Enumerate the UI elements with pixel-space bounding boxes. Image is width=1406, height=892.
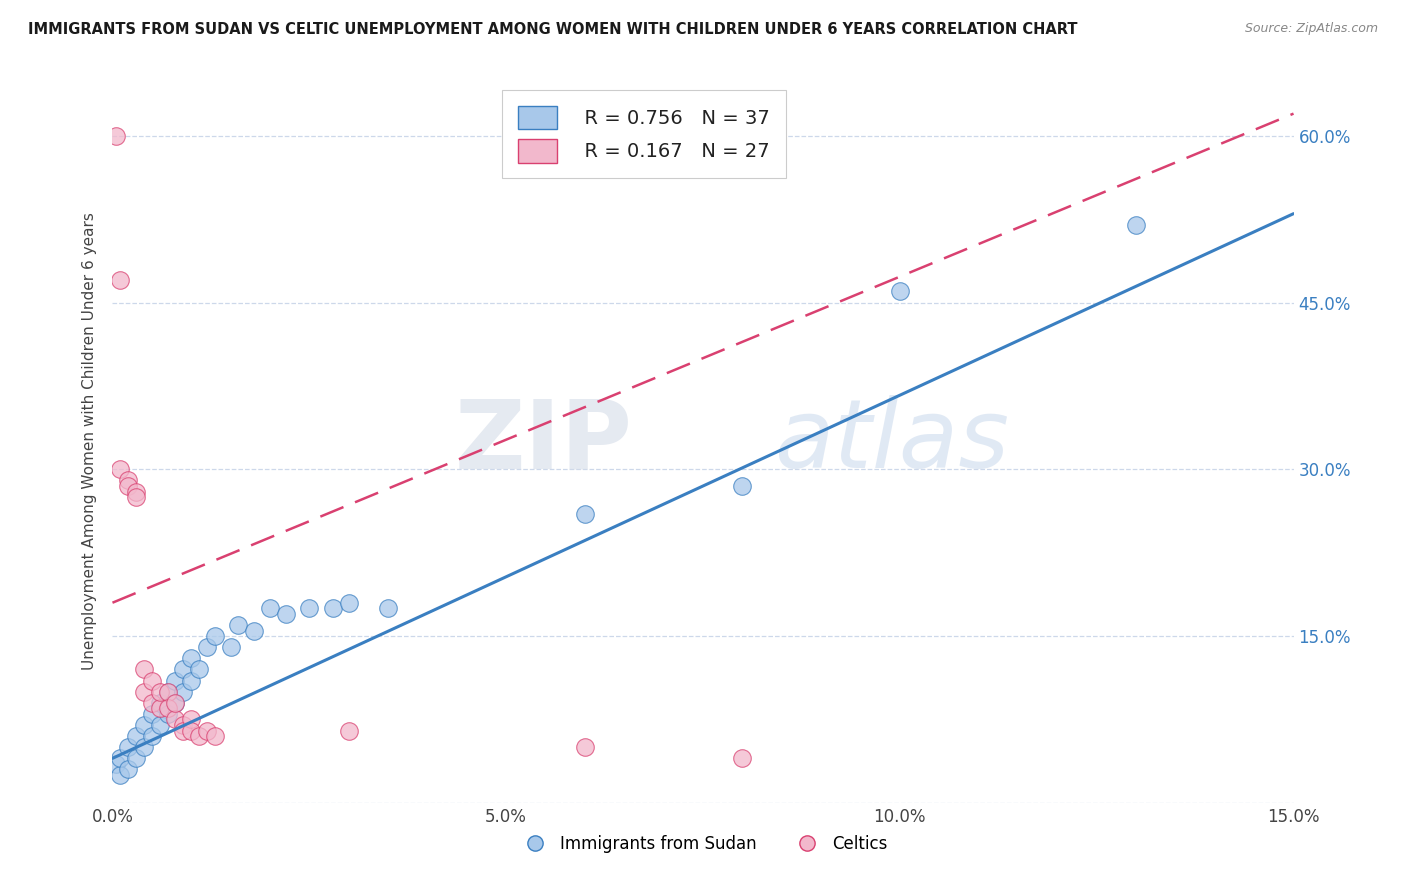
Point [141,729,163,743]
Point [156,701,179,715]
Point [132,718,155,732]
Text: ZIP: ZIP [454,395,633,488]
Point [172,723,194,738]
Point [337,596,360,610]
Point [165,713,187,727]
Point [110,751,132,765]
Point [156,706,179,721]
Point [180,713,202,727]
Point [889,285,911,299]
Point [1125,218,1147,232]
Point [141,696,163,710]
Point [228,618,250,632]
Point [337,723,360,738]
Point [195,723,218,738]
Point [204,629,226,643]
Point [125,484,148,499]
Point [110,273,132,287]
Point [731,479,754,493]
Point [125,751,148,765]
Point [274,607,297,621]
Point [117,740,139,755]
Point [156,684,179,698]
Point [110,462,132,476]
Point [132,684,155,698]
Point [165,696,187,710]
Point [180,723,202,738]
Point [195,640,218,655]
Text: Source: ZipAtlas.com: Source: ZipAtlas.com [1244,22,1378,36]
Point [180,651,202,665]
Point [180,673,202,688]
Point [172,684,194,698]
Point [165,696,187,710]
Legend: Immigrants from Sudan, Celtics: Immigrants from Sudan, Celtics [512,828,894,860]
Point [132,662,155,676]
Point [149,701,172,715]
Point [117,479,139,493]
Point [125,490,148,504]
Text: IMMIGRANTS FROM SUDAN VS CELTIC UNEMPLOYMENT AMONG WOMEN WITH CHILDREN UNDER 6 Y: IMMIGRANTS FROM SUDAN VS CELTIC UNEMPLOY… [28,22,1077,37]
Point [377,601,399,615]
Text: atlas: atlas [773,395,1010,488]
Point [132,740,155,755]
Point [322,601,344,615]
Point [731,751,754,765]
Point [165,673,187,688]
Point [125,729,148,743]
Point [149,684,172,698]
Point [574,507,596,521]
Point [105,756,128,771]
Point [141,673,163,688]
Point [156,684,179,698]
Point [204,729,226,743]
Point [219,640,242,655]
Point [243,624,266,638]
Point [188,729,211,743]
Point [259,601,281,615]
Point [149,718,172,732]
Point [117,763,139,777]
Point [574,740,596,755]
Point [105,128,128,143]
Point [141,706,163,721]
Point [110,768,132,782]
Point [117,474,139,488]
Y-axis label: Unemployment Among Women with Children Under 6 years: Unemployment Among Women with Children U… [82,212,97,671]
Point [172,718,194,732]
Point [149,696,172,710]
Point [188,662,211,676]
Point [298,601,321,615]
Point [172,662,194,676]
